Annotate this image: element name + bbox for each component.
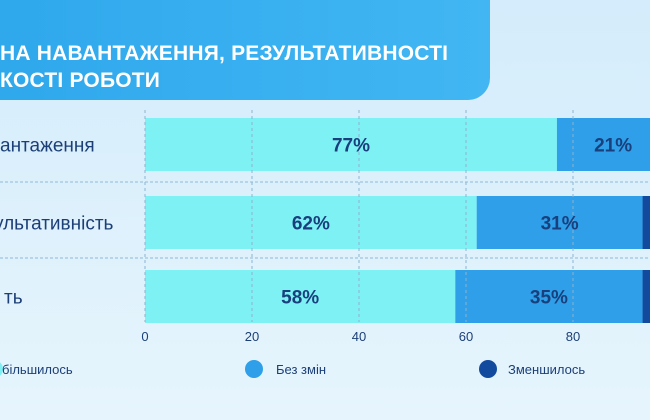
legend-swatch — [0, 362, 3, 376]
x-tick-label: 80 — [566, 329, 580, 344]
legend-label: більшилось — [2, 362, 73, 377]
x-tick-label: 60 — [459, 329, 473, 344]
data-label: 21% — [594, 136, 632, 157]
category-label: антаження — [0, 136, 95, 157]
bar-segment — [556, 118, 650, 171]
data-label: 31% — [541, 214, 579, 235]
x-tick-label: 20 — [245, 329, 259, 344]
legend-swatch — [479, 360, 497, 378]
data-label: 62% — [292, 214, 330, 235]
legend-swatch — [245, 360, 263, 378]
bar-segment — [145, 270, 456, 323]
x-tick-label: 40 — [352, 329, 366, 344]
category-label: ть — [4, 288, 23, 309]
legend-label: Зменшилось — [508, 362, 585, 377]
data-label: 77% — [332, 136, 370, 157]
bar-segment — [455, 270, 643, 323]
bar-segment — [145, 196, 477, 249]
data-label: 58% — [281, 288, 319, 309]
bar-segment — [476, 196, 643, 249]
bar-segment — [145, 118, 557, 171]
x-tick-label: 0 — [141, 329, 148, 344]
bar-segment — [642, 270, 650, 323]
data-label: 35% — [530, 288, 568, 309]
chart-title-line-2: КОСТІ РОБОТИ — [0, 69, 161, 92]
bar-segment — [642, 196, 650, 249]
legend-label: Без змін — [276, 362, 326, 377]
category-label: ультативність — [0, 214, 114, 235]
chart-title-line-1: НА НАВАНТАЖЕННЯ, РЕЗУЛЬТАТИВНОСТІ — [0, 42, 449, 65]
title-banner: НА НАВАНТАЖЕННЯ, РЕЗУЛЬТАТИВНОСТІ КОСТІ … — [0, 0, 490, 100]
